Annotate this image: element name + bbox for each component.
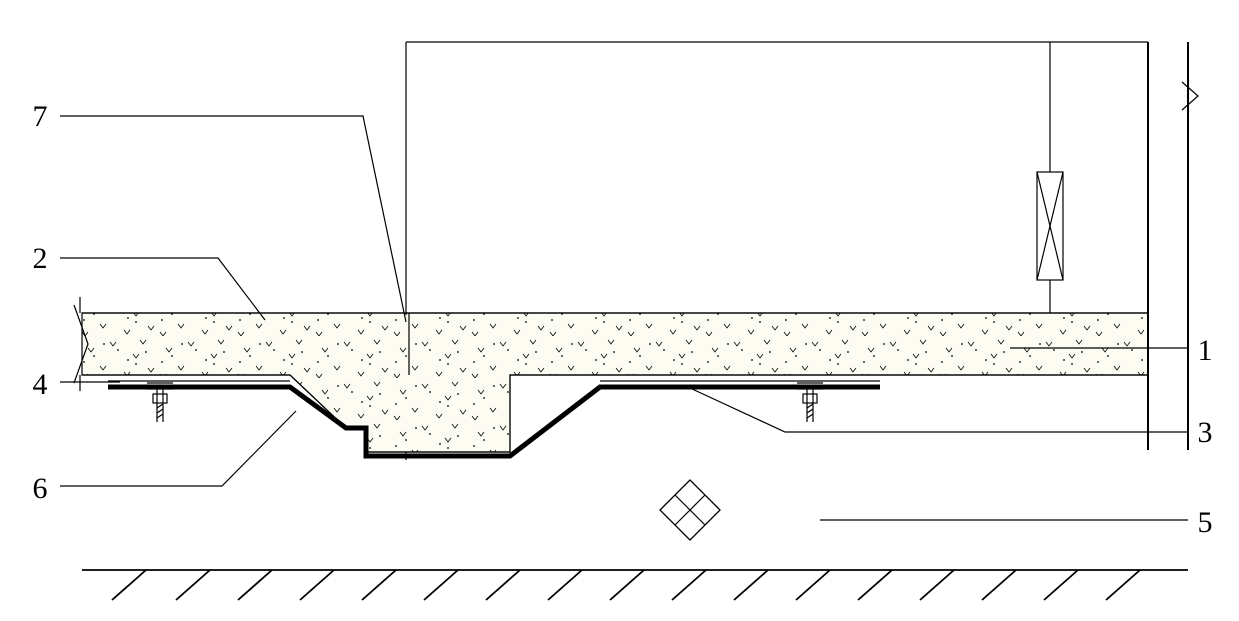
label-6: 6	[33, 411, 297, 505]
break-mark-right	[1182, 82, 1198, 110]
label-text-6: 6	[33, 472, 48, 505]
pipe-section	[660, 480, 720, 540]
label-text-7: 7	[33, 100, 48, 133]
label-text-3: 3	[1198, 416, 1213, 449]
label-3: 3	[690, 388, 1213, 449]
label-text-4: 4	[33, 368, 48, 401]
label-7: 7	[33, 100, 407, 322]
leader-3	[690, 388, 1188, 432]
label-2: 2	[33, 242, 266, 320]
leader-2	[60, 258, 265, 320]
label-text-1: 1	[1198, 334, 1213, 367]
label-text-5: 5	[1198, 506, 1213, 539]
leader-7	[60, 116, 406, 322]
label-text-2: 2	[33, 242, 48, 275]
diagram-stage: 1 2 3 4 5 6 7	[0, 0, 1239, 621]
leader-6	[60, 411, 296, 486]
concrete-slab	[82, 313, 1148, 452]
label-5: 5	[820, 506, 1213, 539]
